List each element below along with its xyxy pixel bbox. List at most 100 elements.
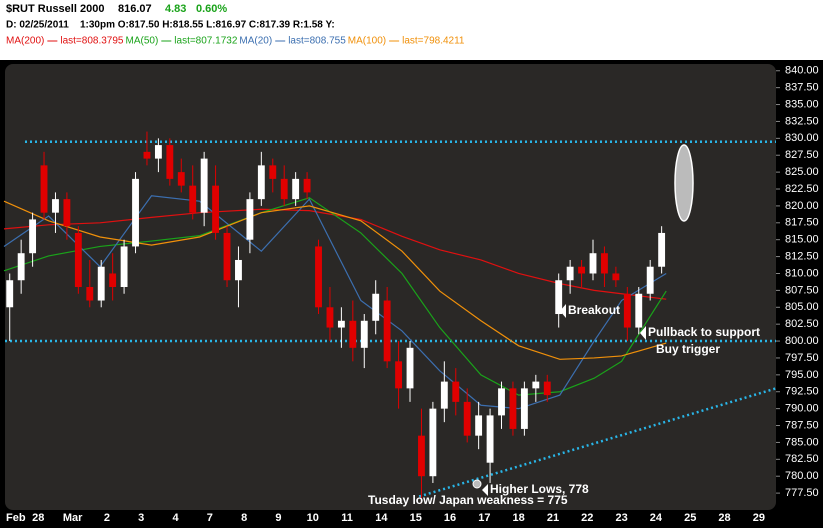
- x-tick-label: 14: [375, 512, 388, 524]
- legend-value: last=798.4211: [402, 36, 465, 47]
- legend-name: MA(20): [239, 36, 272, 47]
- target-ellipse: [674, 144, 694, 222]
- ma-line: [3, 208, 667, 300]
- candle-body: [303, 178, 311, 193]
- x-tick-label: 17: [478, 512, 490, 524]
- candle-body: [418, 435, 425, 477]
- candle-body: [120, 246, 128, 287]
- candle-body: [52, 199, 59, 213]
- candle-body: [280, 178, 288, 200]
- candle-body: [269, 165, 277, 179]
- arrow: [640, 326, 646, 340]
- x-tick-label: Mar: [63, 512, 83, 524]
- y-tick-label: 840.00: [785, 65, 819, 77]
- chart-title: $RUT Russell 2000: [6, 3, 104, 15]
- plot-area: [5, 64, 776, 510]
- last-price: 816.07: [118, 3, 152, 15]
- candle-body: [74, 232, 82, 287]
- y-tick-label: 830.00: [785, 132, 819, 144]
- candle-body: [86, 287, 94, 301]
- candle-body: [223, 232, 231, 281]
- y-tick-label: 805.00: [785, 301, 819, 313]
- marker: [472, 479, 482, 489]
- legend-name: MA(100): [348, 36, 386, 47]
- trendline: [418, 387, 777, 498]
- y-tick-label: 835.00: [785, 98, 819, 110]
- x-tick-label: 3: [138, 512, 144, 524]
- y-tick-label: 812.50: [785, 250, 819, 262]
- candle-body: [326, 307, 334, 328]
- candle-body: [532, 381, 540, 389]
- candle-body: [635, 293, 643, 328]
- candle-body: [395, 361, 403, 389]
- candle-body: [212, 185, 220, 233]
- candle-body: [40, 165, 48, 213]
- y-tick-label: 797.50: [785, 352, 819, 364]
- x-tick-label: 21: [547, 512, 559, 524]
- candle-body: [292, 178, 300, 200]
- legend-name: MA(200): [6, 36, 44, 47]
- candle-body: [360, 320, 368, 348]
- candle-body: [97, 266, 105, 301]
- x-tick-label: 2: [104, 512, 110, 524]
- annotation: Buy trigger: [656, 342, 720, 356]
- candle-body: [235, 259, 242, 281]
- candle-body: [17, 253, 25, 281]
- x-tick-label: 9: [275, 512, 281, 524]
- candle-body: [452, 381, 460, 402]
- y-tick-label: 815.00: [785, 234, 819, 246]
- candle-body: [29, 219, 37, 254]
- candle-body: [406, 347, 414, 389]
- y-tick-label: 782.50: [785, 453, 819, 465]
- x-tick-label: 10: [307, 512, 319, 524]
- y-tick-label: 810.00: [785, 267, 819, 279]
- legend-name: MA(50): [125, 36, 158, 47]
- annotation: Tusday low/ Japan weakness = 775: [368, 493, 568, 507]
- y-tick-label: 822.50: [785, 183, 819, 195]
- y-tick-label: 807.50: [785, 284, 819, 296]
- x-tick-label: 18: [513, 512, 525, 524]
- y-tick-label: 802.50: [785, 318, 819, 330]
- candle-body: [566, 266, 574, 281]
- y-tick-label: 780.00: [785, 470, 819, 482]
- candle-body: [257, 165, 265, 200]
- x-tick-label: Feb: [6, 512, 26, 524]
- y-tick-label: 820.00: [785, 200, 819, 212]
- candle-body: [601, 253, 608, 274]
- annotation: Higher Lows, 778: [490, 482, 589, 496]
- y-tick-label: 785.00: [785, 436, 819, 448]
- candle-body: [543, 381, 551, 396]
- candle-body: [555, 280, 563, 315]
- y-tick-label: 800.00: [785, 335, 819, 347]
- x-tick-label: 22: [581, 512, 593, 524]
- candle-body: [337, 320, 345, 328]
- candle-body: [486, 415, 494, 463]
- bar-info: D: 02/25/2011 1:30pm O:817.50 H:818.55 L…: [6, 20, 335, 31]
- candle-body: [63, 199, 71, 227]
- candle-body: [6, 280, 14, 308]
- candle-body: [132, 178, 139, 247]
- candle-body: [143, 151, 151, 159]
- x-tick-label: 24: [650, 512, 663, 524]
- change: 4.83: [165, 3, 186, 15]
- legend-value: last=808.3795: [60, 36, 124, 47]
- arrow: [482, 484, 488, 496]
- y-tick-label: 790.00: [785, 403, 819, 415]
- candle-body: [372, 293, 380, 321]
- y-tick-label: 825.00: [785, 166, 819, 178]
- candle-body: [383, 300, 391, 362]
- candle-body: [177, 172, 185, 186]
- x-tick-label: 15: [410, 512, 422, 524]
- annotation: Breakout: [568, 303, 620, 317]
- candle-body: [578, 266, 586, 274]
- x-tick-label: 28: [32, 512, 44, 524]
- candle-body: [612, 273, 620, 281]
- legend-value: last=808.755: [288, 36, 346, 47]
- candle-body: [189, 185, 197, 213]
- y-tick-label: 777.50: [785, 487, 819, 499]
- annotation: Pullback to support: [648, 325, 760, 339]
- candle-body: [154, 145, 162, 159]
- arrow: [560, 304, 566, 318]
